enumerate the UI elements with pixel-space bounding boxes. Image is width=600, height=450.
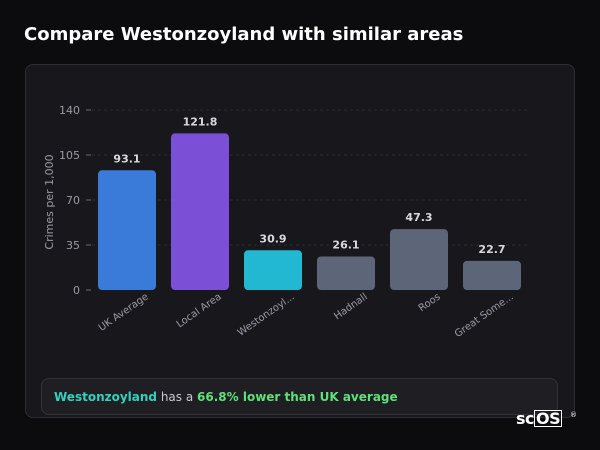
scos-logo: sc OS ®: [516, 409, 577, 429]
bar-value-label: 93.1: [113, 152, 140, 165]
x-tick-label: Local Area: [175, 291, 224, 330]
bar: [98, 170, 156, 290]
x-tick-label: Great Some...: [453, 291, 516, 340]
bar-value-label: 26.1: [332, 238, 359, 251]
x-tick-label: UK Average: [97, 291, 151, 333]
x-tick-label: Hadnall: [332, 291, 369, 322]
page-title: Compare Westonzoyland with similar areas: [24, 24, 464, 45]
summary-comparison: 66.8% lower than UK average: [197, 390, 398, 404]
x-axis: UK Average Local Area Westonzoyl... Hadnall…: [97, 291, 516, 340]
y-axis: 0 35 70 105 140: [59, 104, 91, 297]
bar: [171, 133, 229, 290]
bar-value-label: 121.8: [183, 115, 218, 128]
bar: [244, 250, 302, 290]
y-tick-label: 70: [66, 194, 80, 207]
y-tick-label: 35: [66, 239, 80, 252]
y-tick-label: 140: [59, 104, 80, 117]
bars: [98, 133, 521, 290]
bar: [317, 256, 375, 290]
logo-box: OS: [534, 409, 563, 428]
value-labels: 93.1 121.8 30.9 26.1 47.3 22.7: [113, 115, 505, 255]
logo-prefix: sc: [516, 409, 535, 428]
comparison-summary: Westonzoyland has a 66.8% lower than UK …: [41, 378, 558, 415]
summary-area-name: Westonzoyland: [54, 390, 158, 404]
summary-connector: has a: [157, 390, 198, 404]
bar-value-label: 22.7: [478, 243, 505, 256]
x-tick-label: Westonzoyl...: [236, 291, 297, 338]
chart-grid: [92, 109, 530, 246]
y-axis-label: Crimes per 1,000: [43, 154, 56, 249]
bar-value-label: 47.3: [405, 211, 432, 224]
y-tick-label: 0: [73, 284, 80, 297]
bar-value-label: 30.9: [259, 232, 286, 245]
bar: [390, 229, 448, 290]
logo-registered-mark: ®: [570, 411, 577, 419]
y-tick-label: 105: [59, 149, 80, 162]
x-tick-label: Roos: [417, 291, 443, 314]
bar: [463, 260, 521, 290]
